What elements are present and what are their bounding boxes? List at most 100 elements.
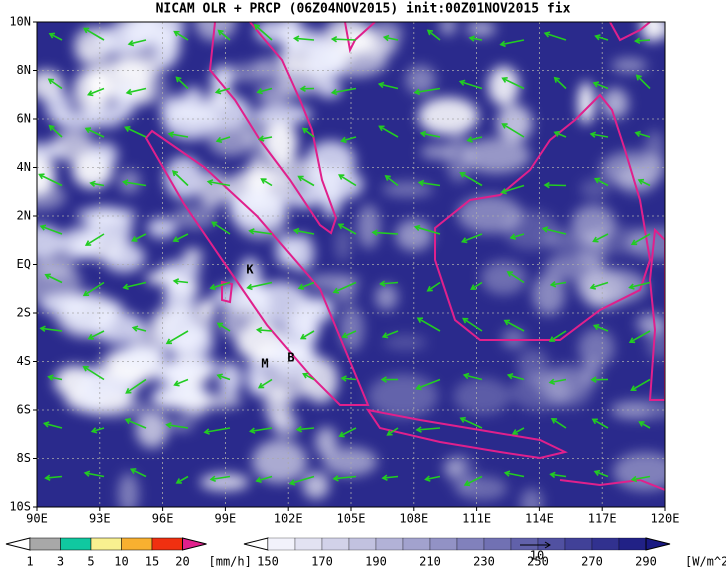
wind-arrow xyxy=(380,281,399,285)
cloud xyxy=(636,313,665,335)
wind-arrowhead xyxy=(511,429,519,435)
wind-arrowhead xyxy=(377,81,385,89)
wind-arrowhead xyxy=(628,283,635,290)
cloud xyxy=(135,410,169,448)
cloud xyxy=(199,473,250,491)
wind-arrowhead xyxy=(548,378,556,386)
wind-arrow xyxy=(250,427,273,433)
wind-arrowhead xyxy=(297,283,305,290)
wind-arrowhead xyxy=(340,136,347,144)
cloud xyxy=(151,365,199,384)
wind-arrow xyxy=(467,136,483,142)
wind-arrow xyxy=(217,322,231,332)
wind-arrow xyxy=(427,281,441,292)
x-tick-label: 117E xyxy=(588,512,617,526)
legend-swatch xyxy=(375,537,404,551)
cloud xyxy=(367,373,439,419)
wind-arrow xyxy=(49,33,63,41)
cloud xyxy=(118,472,139,507)
cloud xyxy=(383,334,428,351)
x-tick-label: 102E xyxy=(274,512,303,526)
cloud xyxy=(466,22,496,37)
wind-arrowhead xyxy=(594,34,601,41)
legend-label: 170 xyxy=(311,555,333,569)
wind-arrowhead xyxy=(541,226,549,233)
wind-arrowhead xyxy=(459,172,466,178)
wind-arrowhead xyxy=(211,221,218,228)
cloud xyxy=(117,344,167,369)
wind-arrowhead xyxy=(468,35,476,42)
wind-arrow xyxy=(427,29,441,41)
wind-arrow xyxy=(133,326,147,332)
wind-arrow xyxy=(338,223,357,235)
legend-label: 290 xyxy=(635,555,657,569)
wind-arrow xyxy=(294,229,315,235)
wind-arrowhead xyxy=(506,372,514,380)
wind-arrowhead xyxy=(255,476,262,483)
wind-arrow xyxy=(379,125,399,138)
wind-arrowhead xyxy=(592,323,600,331)
cloud xyxy=(316,81,342,98)
cloud xyxy=(288,234,315,272)
wind-arrowhead xyxy=(172,278,180,285)
wind-arrow xyxy=(382,475,399,479)
wind-arrowhead xyxy=(248,427,256,434)
cloud xyxy=(265,385,291,426)
wind-arrow xyxy=(595,35,609,41)
wind-arrow xyxy=(550,473,567,478)
wind-arrow xyxy=(341,136,357,142)
wind-arrowhead xyxy=(216,373,223,380)
wind-arrowhead xyxy=(424,475,431,482)
wind-arrow xyxy=(460,80,483,90)
wind-arrowhead xyxy=(209,283,216,291)
wind-arrow xyxy=(83,366,105,381)
wind-arrow xyxy=(123,181,147,187)
wind-arrow xyxy=(83,27,105,41)
wind-arrowhead xyxy=(171,170,179,177)
wind-arrowhead xyxy=(44,273,51,280)
wind-arrow xyxy=(256,475,273,482)
wind-arrowhead xyxy=(38,173,45,180)
wind-arrow xyxy=(501,184,525,194)
wind-arrowhead xyxy=(129,468,137,474)
wind-arrowhead xyxy=(47,78,55,85)
cloud xyxy=(357,204,381,249)
cloud xyxy=(323,447,378,476)
wind-arrowhead xyxy=(90,427,98,434)
wind-arrow xyxy=(502,77,525,90)
legend-label: 10 xyxy=(114,555,128,569)
wind-arrow xyxy=(300,330,315,340)
wind-arrow xyxy=(554,77,567,90)
wind-arrowhead xyxy=(253,24,261,31)
legend-label: 150 xyxy=(257,555,279,569)
wind-arrowhead xyxy=(386,429,393,436)
wind-arrow xyxy=(500,39,525,46)
wind-arrow xyxy=(551,418,567,429)
wind-arrow xyxy=(208,180,231,187)
cloud xyxy=(164,275,196,320)
wind-arrow xyxy=(172,170,189,187)
wind-arrowhead xyxy=(341,332,348,339)
wind-arrowhead xyxy=(124,126,131,132)
wind-arrowhead xyxy=(380,376,387,383)
wind-arrow xyxy=(44,422,63,429)
wind-arrowhead xyxy=(121,179,129,186)
legend-arrow xyxy=(645,537,671,551)
legend-swatch xyxy=(90,537,122,551)
cloud xyxy=(315,426,338,457)
wind-arrowhead xyxy=(415,426,422,433)
y-tick-label: 2N xyxy=(17,209,31,223)
cloud xyxy=(448,453,476,493)
cloud xyxy=(585,226,650,255)
wind-arrow xyxy=(290,475,315,485)
wind-arrow xyxy=(512,427,525,435)
wind-arrowhead xyxy=(630,385,637,392)
wind-arrowhead xyxy=(301,127,309,134)
cloud xyxy=(306,274,360,290)
cloud xyxy=(152,384,209,404)
legend-swatch xyxy=(591,537,620,551)
wind-arrowhead xyxy=(127,39,135,47)
cloud xyxy=(609,399,665,420)
wind-arrowhead xyxy=(460,237,468,244)
wind-arrow xyxy=(593,82,609,90)
